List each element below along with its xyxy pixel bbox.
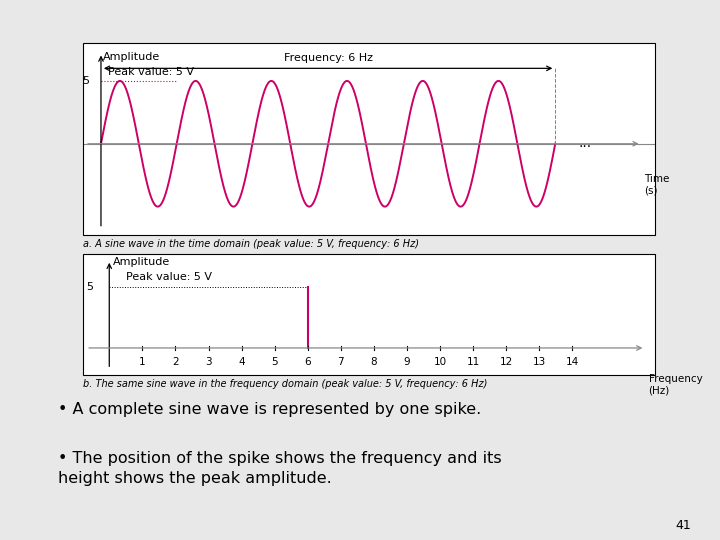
- Text: Frequency
(Hz): Frequency (Hz): [649, 374, 702, 395]
- Text: b. The same sine wave in the frequency domain (peak value: 5 V, frequency: 6 Hz): b. The same sine wave in the frequency d…: [83, 379, 487, 389]
- Text: 5: 5: [83, 76, 89, 86]
- Text: • A complete sine wave is represented by one spike.: • A complete sine wave is represented by…: [58, 402, 481, 417]
- Text: 8: 8: [371, 357, 377, 367]
- Text: ...: ...: [578, 136, 591, 150]
- Text: Time
(s): Time (s): [644, 174, 669, 195]
- Text: 1: 1: [139, 357, 145, 367]
- Text: 3: 3: [205, 357, 212, 367]
- Text: 6: 6: [305, 357, 311, 367]
- Text: Peak value: 5 V: Peak value: 5 V: [126, 272, 212, 282]
- Text: Peak value: 5 V: Peak value: 5 V: [108, 66, 194, 77]
- Text: 4: 4: [238, 357, 245, 367]
- Text: 5: 5: [86, 282, 93, 292]
- Text: 41: 41: [675, 519, 691, 532]
- Text: a. A sine wave in the time domain (peak value: 5 V, frequency: 6 Hz): a. A sine wave in the time domain (peak …: [83, 239, 419, 249]
- Text: 7: 7: [338, 357, 344, 367]
- Text: 11: 11: [467, 357, 480, 367]
- Text: 2: 2: [172, 357, 179, 367]
- Text: 10: 10: [433, 357, 446, 367]
- Text: Amplitude: Amplitude: [112, 256, 170, 267]
- Text: 14: 14: [566, 357, 579, 367]
- Text: 9: 9: [404, 357, 410, 367]
- Text: 5: 5: [271, 357, 278, 367]
- Text: Frequency: 6 Hz: Frequency: 6 Hz: [284, 53, 373, 63]
- Text: 12: 12: [500, 357, 513, 367]
- Text: • The position of the spike shows the frequency and its
height shows the peak am: • The position of the spike shows the fr…: [58, 451, 501, 485]
- Text: Amplitude: Amplitude: [103, 52, 161, 62]
- Text: 13: 13: [533, 357, 546, 367]
